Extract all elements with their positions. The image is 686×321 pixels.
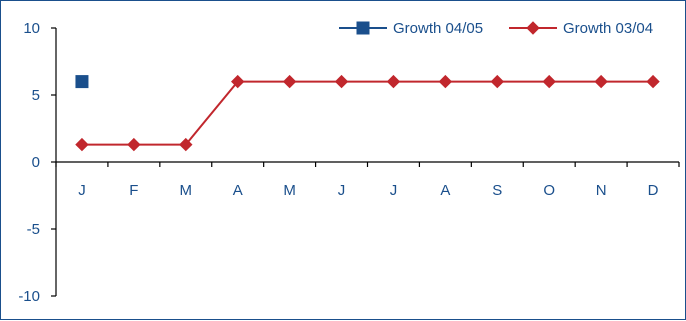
data-point [75,137,89,152]
data-point [386,74,401,89]
data-point [490,74,504,89]
data-point [127,137,141,152]
y-tick-label: 10 [23,20,40,37]
y-tick-label: 0 [32,154,40,171]
x-tick-label: M [180,182,193,199]
legend-marker [526,21,540,35]
x-tick-label: O [543,182,555,199]
data-point [594,74,608,89]
legend-marker [356,21,370,35]
y-tick-label: 5 [32,87,40,104]
data-point [542,74,556,89]
legend: Growth 04/05 Growth 03/04 [339,20,653,37]
data-point [231,74,245,89]
x-tick-label: J [78,182,86,199]
x-tick-label: F [129,182,138,199]
legend-label: Growth 03/04 [563,20,653,37]
x-tick-label: J [390,182,398,199]
series-markers [75,74,660,152]
y-tick-label: -5 [27,221,40,238]
legend-label: Growth 04/05 [393,20,483,37]
y-tick-labels: 10 5 0 -5 -10 [18,20,40,305]
axes [51,27,680,297]
series-lines [81,80,654,146]
x-tick-label: A [440,182,450,199]
x-tick-label: D [648,182,659,199]
x-tick-label: M [283,182,296,199]
x-tick-label: A [233,182,243,199]
data-point [438,74,453,89]
data-point [334,74,349,89]
x-tick-label: J [338,182,346,199]
y-tick-label: -10 [18,288,40,305]
x-tick-label: N [596,182,607,199]
data-point [179,137,193,152]
x-tick-label: S [492,182,502,199]
data-point [646,74,660,89]
series-line [81,80,654,146]
data-point [282,74,297,89]
data-point [75,75,89,89]
